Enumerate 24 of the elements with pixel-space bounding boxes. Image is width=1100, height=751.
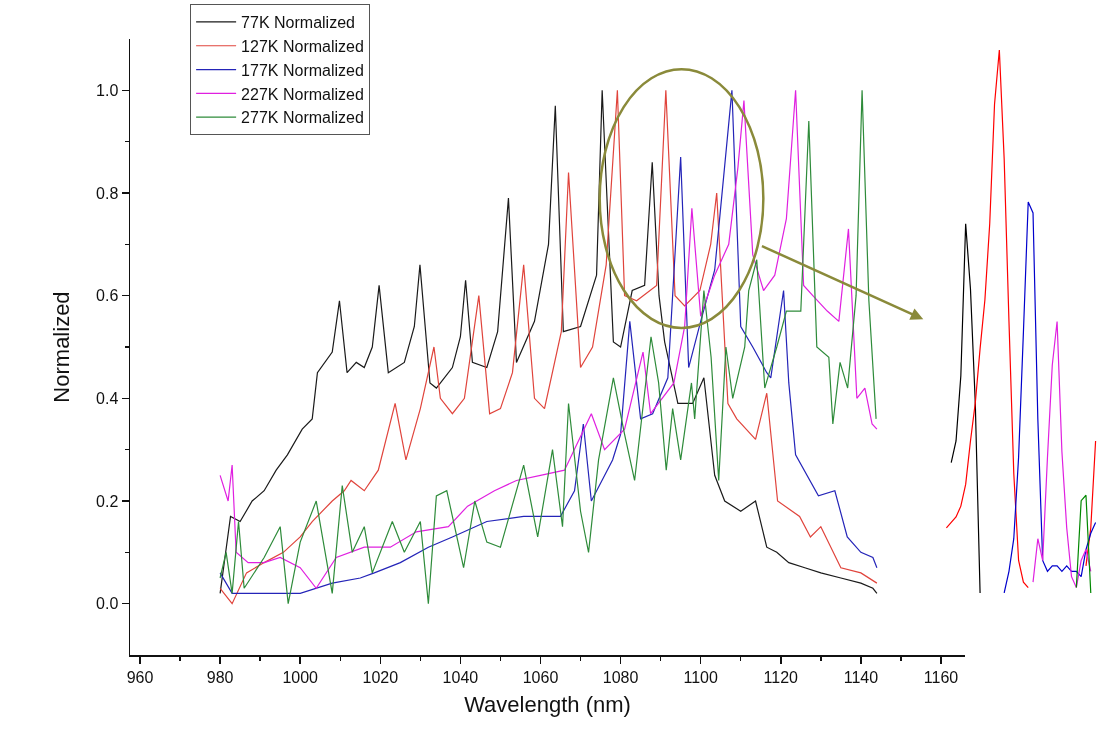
y-tick-label: 0.0 — [96, 595, 119, 613]
y-tick-label: 0.2 — [96, 492, 119, 510]
y-tick-label: 0.6 — [96, 287, 119, 305]
x-tick-label: 1160 — [923, 668, 959, 686]
x-tick-label: 1000 — [282, 668, 319, 686]
legend-label: 227K Normalized — [241, 85, 364, 103]
y-tick-label: 1.0 — [96, 81, 119, 99]
legend-label: 277K Normalized — [241, 109, 364, 127]
x-tick-label: 1040 — [442, 668, 479, 686]
x-tick-label: 1140 — [843, 668, 879, 686]
x-tick-label: 1060 — [522, 668, 559, 686]
x-tick-label: 960 — [126, 668, 154, 686]
x-axis-title: Wavelength (nm) — [464, 692, 631, 718]
x-tick-label: 1080 — [602, 668, 639, 686]
y-axis-title: Normalized — [49, 291, 75, 403]
legend-label: 77K Normalized — [241, 14, 355, 32]
y-tick-label: 0.4 — [96, 389, 119, 407]
x-tick-label: 1120 — [763, 668, 799, 686]
y-tick-label: 0.8 — [96, 184, 119, 202]
legend-label: 127K Normalized — [241, 38, 364, 56]
x-tick-label: 1100 — [683, 668, 718, 686]
x-tick-label: 980 — [206, 668, 234, 686]
legend-label: 177K Normalized — [241, 61, 364, 79]
x-tick-label: 1020 — [362, 668, 399, 686]
